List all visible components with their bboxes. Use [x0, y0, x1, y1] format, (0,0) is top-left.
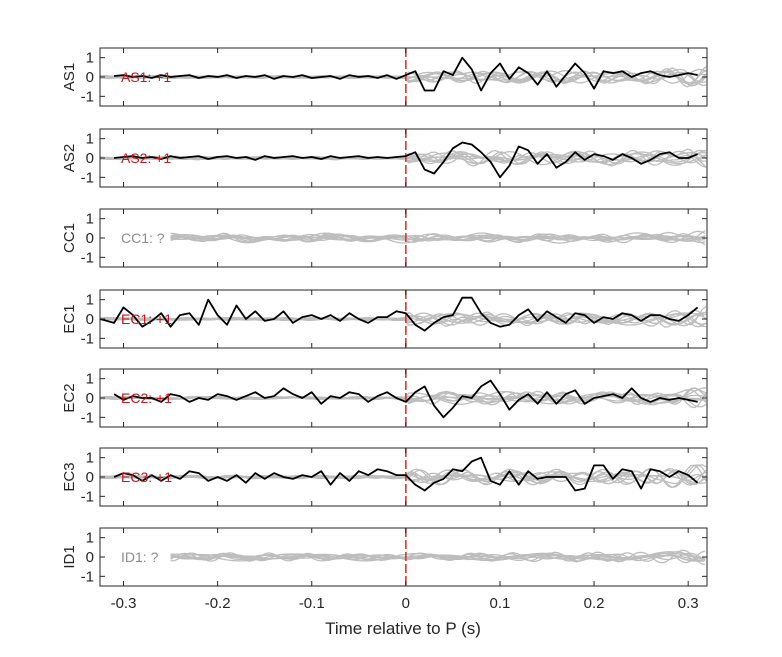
- trace-as2: [114, 141, 698, 179]
- trace-as1: [114, 56, 698, 92]
- station-label: AS1: [61, 63, 78, 91]
- y-tick-label: 0: [86, 390, 94, 407]
- y-tick-label: 0: [86, 230, 94, 247]
- station-annotation: EC1: +1: [121, 311, 172, 327]
- x-tick-label: 0.1: [490, 595, 511, 612]
- station-annotation: ID1: ?: [121, 549, 159, 565]
- y-tick-label: 0: [86, 469, 94, 486]
- y-tick-label: -1: [81, 568, 94, 585]
- background-traces: [170, 230, 706, 246]
- x-tick-label: 0.3: [678, 595, 699, 612]
- background-trace: [170, 234, 706, 241]
- station-label: AS2: [61, 144, 78, 172]
- y-tick-label: 1: [86, 371, 94, 388]
- background-trace: [170, 553, 706, 562]
- y-tick-label: 1: [86, 211, 94, 228]
- background-traces: [100, 464, 707, 489]
- y-tick-label: 0: [86, 549, 94, 566]
- station-label: ID1: [61, 545, 78, 568]
- station-label: EC3: [61, 462, 78, 491]
- y-tick-label: -1: [81, 488, 94, 505]
- x-tick-label: -0.3: [111, 595, 137, 612]
- trace-ec3: [113, 456, 699, 492]
- x-tick-label: -0.1: [299, 595, 325, 612]
- y-tick-label: 1: [86, 50, 94, 67]
- y-tick-label: 1: [86, 131, 94, 148]
- background-trace: [170, 551, 706, 562]
- station-annotation: EC3: +1: [121, 469, 172, 485]
- station-annotation: CC1: ?: [121, 230, 165, 246]
- background-trace: [170, 550, 706, 562]
- background-trace: [100, 464, 707, 489]
- station-annotation: AS1: +1: [121, 69, 171, 85]
- background-trace: [100, 150, 707, 168]
- trace-ec2: [113, 379, 698, 419]
- y-tick-label: -1: [81, 409, 94, 426]
- y-tick-label: -1: [81, 249, 94, 266]
- station-label: EC1: [61, 304, 78, 333]
- x-axis: -0.3 -0.2 -0.1 0 0.1 0.2 0.3: [111, 595, 699, 612]
- x-tick-label: 0.2: [584, 595, 605, 612]
- y-tick-label: -1: [81, 330, 94, 347]
- x-tick-label: 0: [402, 595, 410, 612]
- y-tick-label: -1: [81, 169, 94, 186]
- station-label: CC1: [61, 223, 78, 253]
- x-axis-label: Time relative to P (s): [325, 619, 481, 638]
- y-tick-label: 0: [86, 311, 94, 328]
- y-tick-label: -1: [81, 88, 94, 105]
- y-tick-label: 1: [86, 292, 94, 309]
- background-trace: [100, 394, 707, 402]
- trace-ec1: [100, 296, 699, 332]
- y-tick-label: 0: [86, 150, 94, 167]
- x-tick-label: -0.2: [205, 595, 231, 612]
- station-annotation: EC2: +1: [121, 390, 172, 406]
- background-trace: [100, 148, 707, 165]
- station-annotation: AS2: +1: [121, 150, 171, 166]
- station-label: EC2: [61, 383, 78, 412]
- y-tick-label: 1: [86, 450, 94, 467]
- y-tick-label: 0: [86, 69, 94, 86]
- background-traces: [170, 549, 706, 566]
- y-tick-label: 1: [86, 530, 94, 547]
